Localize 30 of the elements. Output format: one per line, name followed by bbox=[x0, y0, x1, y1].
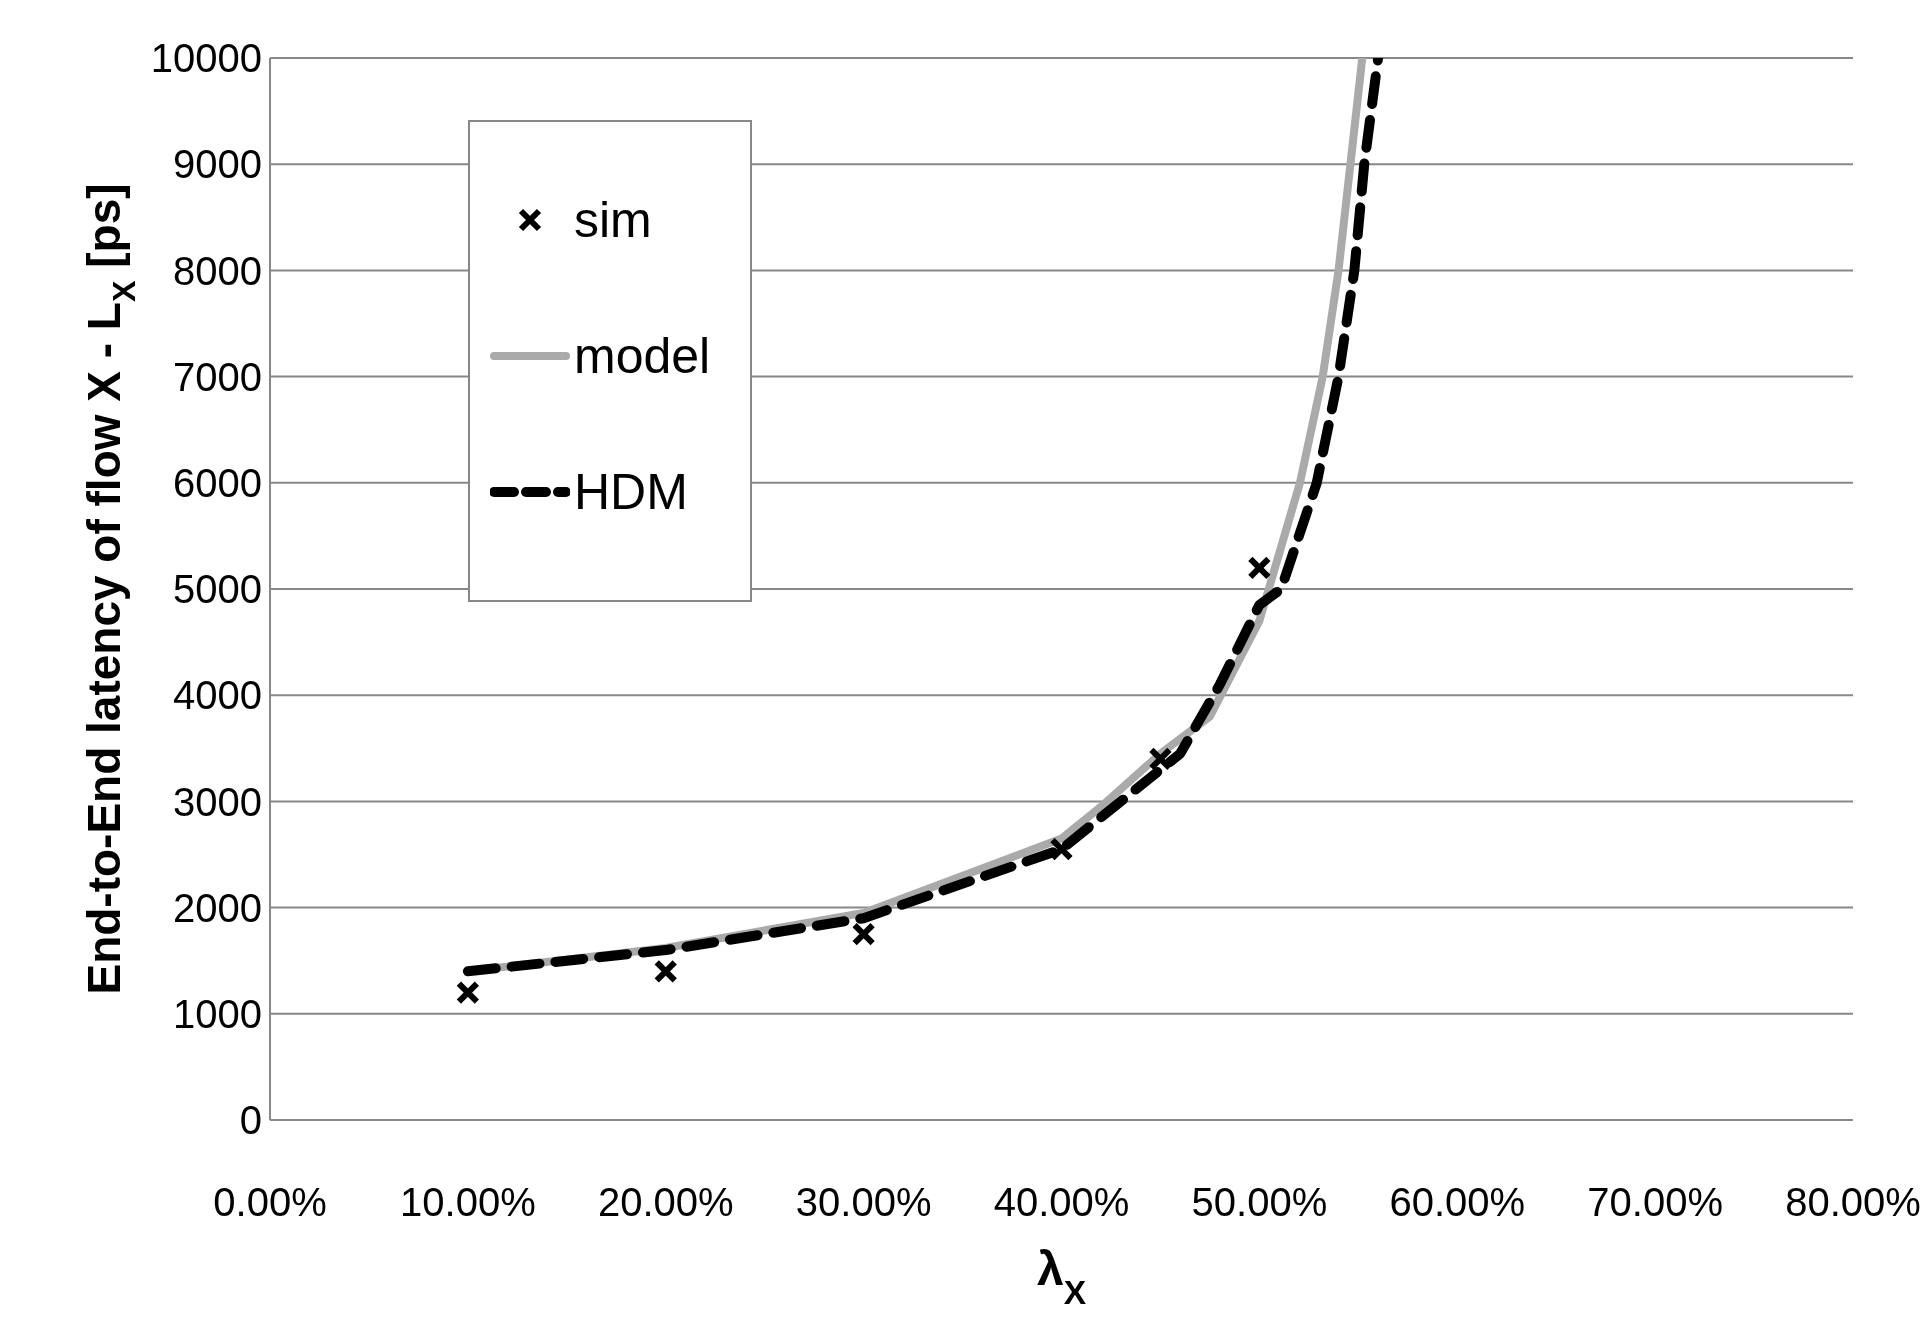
legend-label: sim bbox=[574, 191, 652, 249]
legend-label: HDM bbox=[574, 463, 688, 521]
x-tick-label: 50.00% bbox=[1191, 1180, 1328, 1225]
y-tick-label: 4000 bbox=[173, 673, 262, 718]
x-tick-label: 10.00% bbox=[400, 1180, 536, 1225]
point bbox=[653, 959, 678, 984]
y-tick-label: 6000 bbox=[173, 461, 262, 505]
y-tick-label: 3000 bbox=[173, 779, 262, 824]
y-tick-label: 10000 bbox=[150, 36, 262, 81]
y-tick-label: 7000 bbox=[173, 354, 262, 399]
x-tick-label: 70.00% bbox=[1587, 1180, 1723, 1225]
x-tick-label: 20.00% bbox=[597, 1180, 734, 1225]
point bbox=[455, 980, 480, 1005]
x-axis-title: λ$_{X}$ bbox=[1036, 1242, 1087, 1311]
y-tick-label: 1000 bbox=[173, 992, 262, 1036]
point bbox=[851, 922, 876, 947]
y-tick-label: 5000 bbox=[173, 567, 262, 612]
point bbox=[1148, 746, 1173, 771]
x-tick-label: 40.00% bbox=[993, 1180, 1130, 1225]
x-tick-label: 60.00% bbox=[1389, 1180, 1526, 1225]
legend-label: model bbox=[574, 327, 711, 385]
x-tick-label: 0.00% bbox=[213, 1180, 327, 1225]
point bbox=[1049, 837, 1074, 862]
y-tick-label: 9000 bbox=[173, 142, 262, 187]
y-tick-label: 0 bbox=[239, 1098, 262, 1143]
y-tick-label: 8000 bbox=[173, 248, 262, 293]
x-tick-label: 80.00% bbox=[1785, 1180, 1921, 1225]
y-tick-label: 2000 bbox=[173, 885, 262, 930]
x-tick-label: 30.00% bbox=[795, 1180, 932, 1225]
point bbox=[1247, 555, 1272, 580]
